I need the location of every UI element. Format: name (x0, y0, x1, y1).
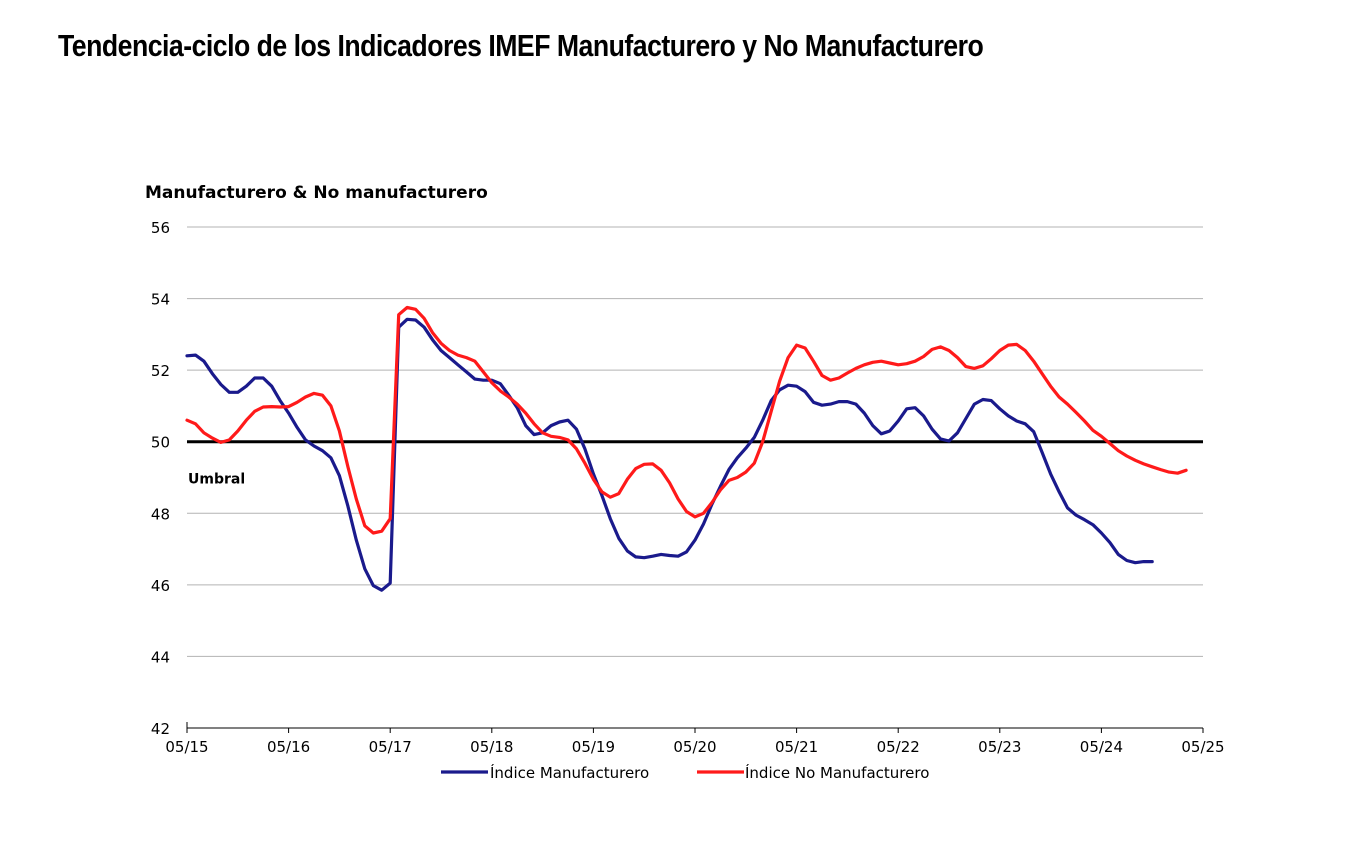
x-tick-label: 05/23 (978, 738, 1021, 756)
x-tick-label: 05/22 (877, 738, 920, 756)
y-axis-ticks: 42 44 46 48 50 52 54 56 (151, 219, 170, 738)
legend: Índice Manufacturero Índice No Manufactur… (441, 763, 929, 782)
x-tick-label: 05/20 (673, 738, 716, 756)
x-tick-label: 05/25 (1181, 738, 1224, 756)
gridlines (187, 226, 1203, 657)
x-tick-label: 05/15 (165, 738, 208, 756)
page-title: Tendencia-ciclo de los Indicadores IMEF … (58, 28, 984, 63)
x-tick-label: 05/16 (267, 738, 310, 756)
chart-title: Manufacturero & No manufacturero (145, 183, 488, 203)
y-tick-label: 50 (151, 434, 170, 452)
x-tick-label: 05/17 (369, 738, 412, 756)
x-axis: 05/15 05/16 05/17 05/18 05/19 05/20 05/21 05/22… (165, 722, 1225, 756)
y-tick-label: 52 (151, 362, 170, 380)
y-tick-label: 42 (151, 720, 170, 738)
y-tick-label: 44 (151, 648, 170, 666)
legend-label: Índice No Manufacturero (745, 763, 929, 782)
y-tick-label: 46 (151, 577, 170, 595)
threshold-line: Umbral (187, 440, 1203, 488)
threshold-label: Umbral (188, 472, 245, 488)
y-tick-label: 56 (151, 219, 170, 237)
y-tick-label: 48 (151, 505, 170, 523)
series-line (185, 317, 1154, 592)
x-tick-label: 05/24 (1080, 738, 1123, 756)
series-lines (185, 305, 1188, 592)
x-tick-label: 05/21 (775, 738, 818, 756)
legend-label: Índice Manufacturero (490, 763, 649, 782)
series-line (185, 305, 1188, 535)
x-tick-label: 05/18 (470, 738, 513, 756)
y-tick-label: 54 (151, 291, 170, 309)
x-tick-label: 05/19 (572, 738, 615, 756)
